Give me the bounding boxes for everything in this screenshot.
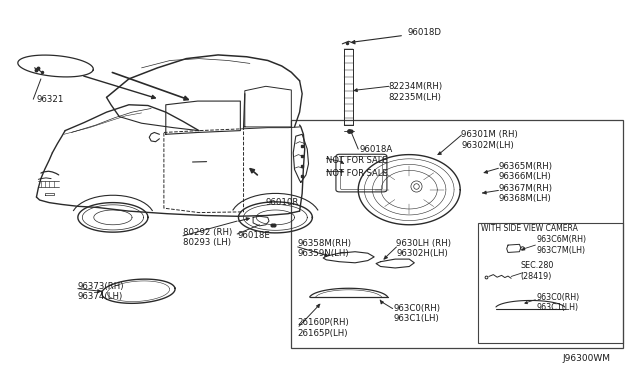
Text: 96301M (RH)
96302M(LH): 96301M (RH) 96302M(LH) [461,130,518,150]
Text: 96018D: 96018D [408,28,442,37]
Bar [478,223,623,343]
Text: 96358M(RH)
96359N(LH): 96358M(RH) 96359N(LH) [298,239,352,259]
Text: 82234M(RH)
82235M(LH): 82234M(RH) 82235M(LH) [389,82,443,102]
Text: WITH SIDE VIEW CAMERA: WITH SIDE VIEW CAMERA [481,224,577,233]
Text: 96018E: 96018E [237,231,270,240]
Text: 96018A: 96018A [360,145,393,154]
Text: 96367M(RH)
96368M(LH): 96367M(RH) 96368M(LH) [499,184,552,203]
Bar [291,119,623,349]
Text: 96365M(RH)
96366M(LH): 96365M(RH) 96366M(LH) [499,161,552,181]
Text: 963C0(RH)
963C1(LH): 963C0(RH) 963C1(LH) [537,293,580,312]
Text: 26160P(RH)
26165P(LH): 26160P(RH) 26165P(LH) [298,318,349,338]
Text: 96010R: 96010R [266,198,300,207]
Text: J96300WM: J96300WM [562,354,610,363]
Text: 963C0(RH)
963C1(LH): 963C0(RH) 963C1(LH) [394,304,440,323]
Text: 96373(RH)
96374(LH): 96373(RH) 96374(LH) [78,282,124,301]
Text: NOT FOR SALE: NOT FOR SALE [326,169,388,177]
Text: NOT FOR SALE: NOT FOR SALE [326,155,388,165]
Text: 9630LH (RH)
96302H(LH): 9630LH (RH) 96302H(LH) [396,239,451,259]
Text: SEC.280
(28419): SEC.280 (28419) [521,261,554,280]
Text: 963C6M(RH)
963C7M(LH): 963C6M(RH) 963C7M(LH) [537,235,587,255]
Text: 80292 (RH)
80293 (LH): 80292 (RH) 80293 (LH) [183,228,232,247]
Text: 96321: 96321 [36,95,64,104]
